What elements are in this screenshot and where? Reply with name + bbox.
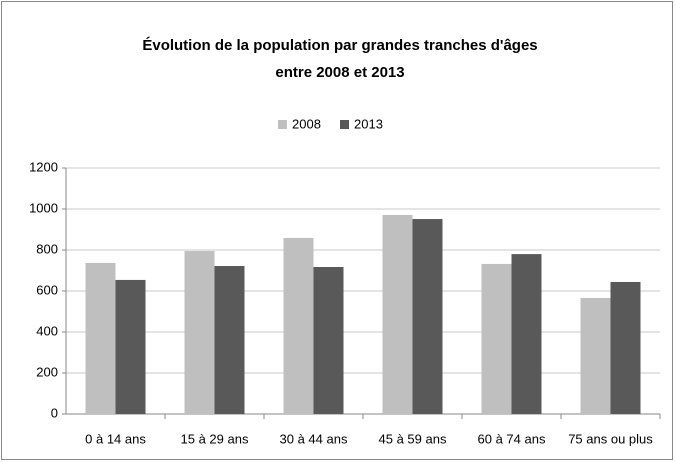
bar (412, 219, 443, 414)
y-tick-label: 0 (51, 405, 58, 420)
chart-title: Évolution de la population par grandes t… (142, 37, 537, 54)
bar (382, 214, 413, 414)
bar (481, 263, 512, 414)
bar (115, 279, 146, 414)
x-tick-label: 75 ans ou plus (568, 431, 653, 446)
x-tick-label: 60 à 74 ans (478, 431, 546, 446)
y-tick-label: 800 (36, 241, 58, 256)
y-tick-label: 400 (36, 323, 58, 338)
x-tick-label: 15 à 29 ans (181, 431, 249, 446)
legend-swatch (340, 120, 349, 129)
bar (184, 251, 215, 414)
bar (580, 297, 611, 414)
y-tick-label: 200 (36, 364, 58, 379)
bar (214, 265, 245, 414)
bar (511, 254, 542, 414)
legend-label: 2013 (354, 116, 383, 131)
x-tick-label: 45 à 59 ans (379, 431, 447, 446)
y-tick-label: 1000 (29, 200, 58, 215)
y-tick-label: 600 (36, 282, 58, 297)
bar (85, 262, 116, 414)
legend-swatch (278, 120, 287, 129)
bar (610, 281, 641, 414)
y-tick-label: 1200 (29, 159, 58, 174)
bar (313, 267, 344, 414)
chart-subtitle: entre 2008 et 2013 (275, 64, 404, 81)
x-tick-label: 0 à 14 ans (85, 431, 146, 446)
bar (283, 237, 314, 414)
x-tick-label: 30 à 44 ans (280, 431, 348, 446)
legend-label: 2008 (292, 116, 321, 131)
